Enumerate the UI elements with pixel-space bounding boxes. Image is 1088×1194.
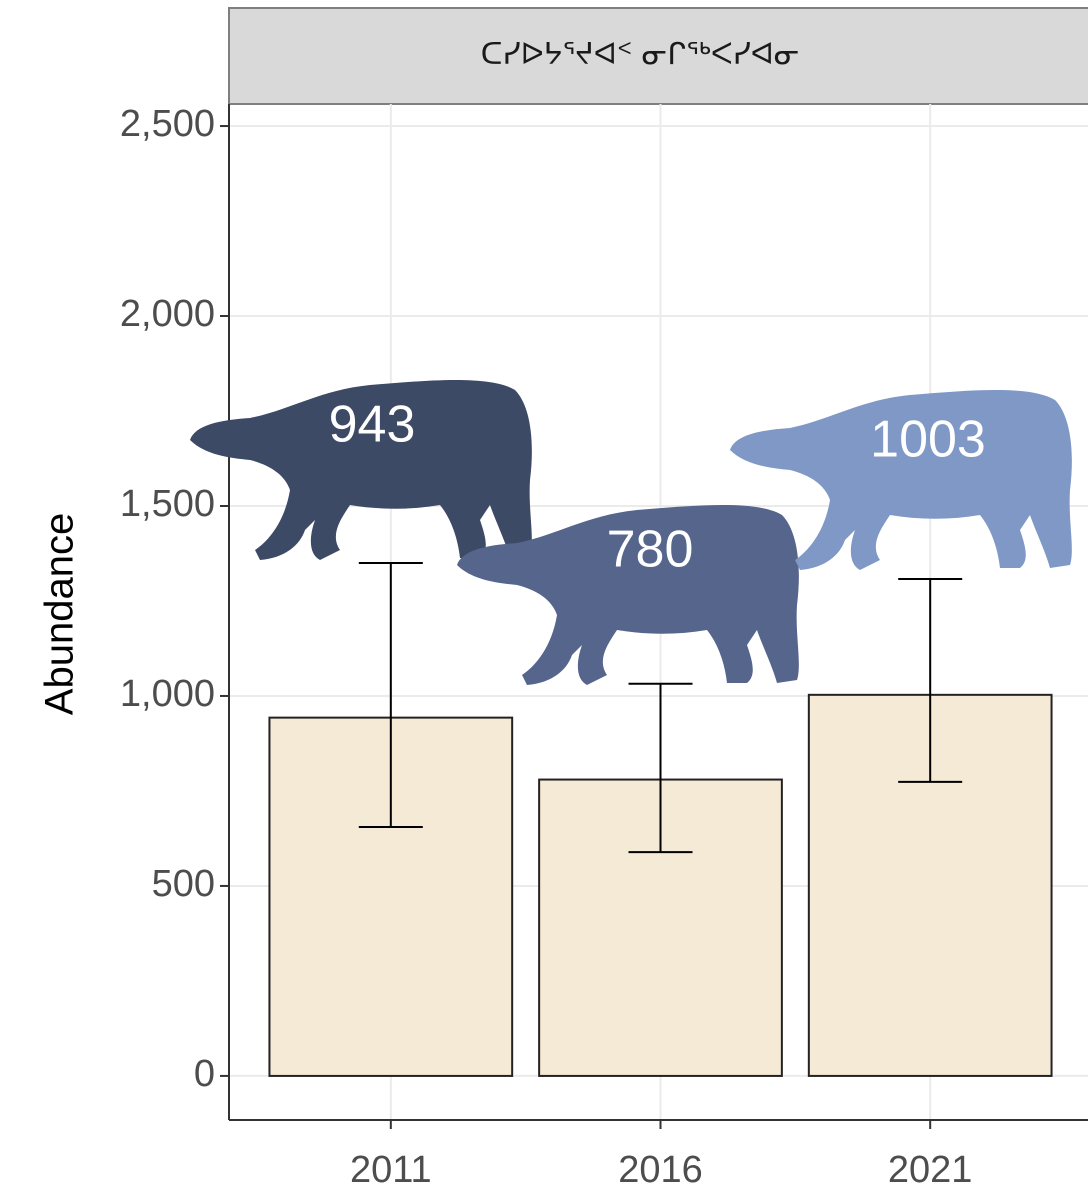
value-label: 780	[607, 521, 694, 579]
y-tick-label: 1,000	[120, 673, 215, 715]
y-tick-label: 2,000	[120, 293, 215, 335]
strip-title: ᑕᓯᐅᔭᕐᔪᐊᑉ ᓂᒋᖅᐸᓯᐊᓂ	[481, 37, 800, 72]
bear-icon	[457, 505, 799, 685]
y-tick-label: 500	[152, 863, 215, 905]
bar	[268, 716, 514, 1077]
y-tick-label: 2,500	[120, 103, 215, 145]
y-tick-label: 1,500	[120, 483, 215, 525]
x-tick-label: 2021	[888, 1149, 973, 1191]
strip	[228, 7, 1088, 105]
bear-icon	[730, 390, 1072, 570]
value-label: 943	[329, 396, 416, 454]
value-label: 1003	[870, 411, 986, 469]
bear-icon	[190, 380, 532, 560]
y-axis-label: Abundance	[38, 513, 82, 715]
x-tick-label: 2016	[618, 1149, 703, 1191]
y-tick-label: 0	[194, 1053, 215, 1095]
x-tick-label: 2011	[350, 1149, 432, 1191]
